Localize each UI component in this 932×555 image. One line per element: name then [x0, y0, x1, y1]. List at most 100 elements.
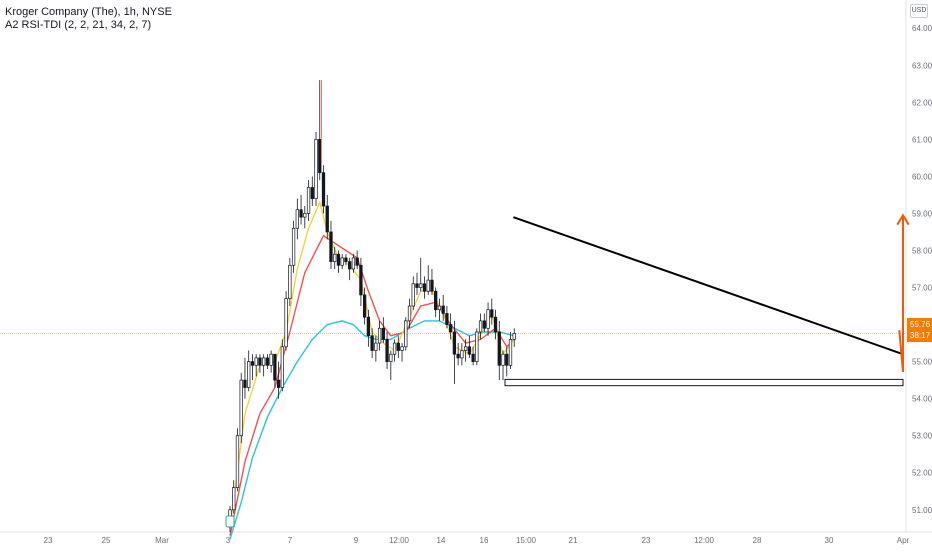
candle-up [508, 339, 513, 366]
descending-trendline [513, 216, 904, 356]
x-tick-label: 23 [44, 536, 53, 545]
candle-down [258, 357, 262, 366]
x-tick-label: 25 [102, 536, 111, 545]
y-tick-label: 58.00 [912, 246, 932, 255]
chart-legend: Kroger Company (The), 1h, NYSE A2 RSI-TD… [5, 6, 172, 32]
candle-down [299, 209, 303, 218]
y-tick-label: 57.00 [912, 284, 932, 293]
candle-down [310, 187, 314, 199]
candle-up [501, 353, 505, 366]
candle-up [426, 279, 430, 292]
candle-down [422, 283, 427, 292]
candle-up [306, 187, 311, 214]
candle-down [434, 290, 438, 311]
indicator-line-1 [229, 320, 515, 540]
candle-down [362, 294, 367, 318]
y-tick-label: 62.00 [912, 98, 932, 107]
projection-arrowhead [896, 213, 910, 226]
candle-down [359, 264, 363, 296]
y-tick-label: 52.00 [912, 469, 932, 478]
candle-up [254, 357, 258, 366]
candle-up [235, 435, 240, 488]
x-tick-label: Apr [897, 536, 910, 545]
candle-up [478, 320, 483, 333]
candle-up [314, 139, 318, 199]
candle-down [243, 379, 247, 388]
y-tick-label: 53.00 [912, 432, 932, 441]
x-tick-label: Mar [155, 536, 169, 545]
indicator-title[interactable]: A2 RSI-TDI (2, 2, 21, 34, 2, 7) [5, 19, 152, 31]
y-tick-label: 51.00 [912, 506, 932, 515]
x-tick-label: 28 [753, 536, 762, 545]
candle-down [336, 253, 341, 266]
candle-up [377, 327, 382, 344]
candle-down [396, 342, 400, 351]
candle-down [273, 353, 277, 381]
bar-countdown: 38:17 [910, 331, 931, 340]
candle-down [497, 331, 501, 366]
candle-down [355, 257, 359, 266]
candle-down [471, 353, 475, 362]
candle-down [415, 283, 419, 288]
x-tick-label: 30 [825, 536, 834, 545]
candle-up [463, 346, 468, 351]
candle-down [276, 379, 281, 388]
candle-down [381, 327, 385, 340]
candle-down [385, 339, 389, 362]
earnings-marker [225, 515, 235, 528]
x-tick-label: 9 [354, 536, 359, 545]
candle-down [449, 324, 453, 333]
candle-down [456, 353, 460, 359]
candle-up [269, 353, 273, 366]
candle-up [460, 350, 464, 359]
candle-up [389, 353, 393, 362]
y-tick-label: 61.00 [912, 135, 932, 144]
x-tick-label: 14 [437, 536, 446, 545]
candle-up [262, 357, 266, 366]
x-tick-label: 7 [288, 536, 293, 545]
candle-up [407, 305, 412, 322]
candle-up [340, 257, 344, 266]
candle-down [445, 313, 449, 325]
candle-up [404, 320, 408, 348]
candle-up [392, 342, 397, 355]
x-tick-label: 12:00 [694, 536, 715, 545]
candle-up [291, 227, 296, 266]
support-zone-rect [504, 378, 904, 387]
candle-down [430, 279, 434, 292]
x-tick-label: 3 [226, 536, 231, 545]
y-tick-label: 63.00 [912, 61, 932, 70]
last-price-badge: 55.76 38:17 [907, 318, 932, 342]
candle-down [505, 353, 509, 366]
x-tick-label: 15:00 [516, 536, 537, 545]
candle-down [467, 346, 472, 355]
candle-down [325, 205, 329, 233]
currency-badge[interactable]: USD [910, 4, 928, 18]
candle-up [374, 342, 378, 351]
symbol-title[interactable]: Kroger Company (The), 1h, NYSE [5, 6, 172, 18]
candle-up [239, 379, 243, 437]
candle-up [288, 264, 292, 299]
candle-down [348, 261, 352, 270]
candle-down [321, 172, 326, 207]
candle-up [232, 487, 236, 511]
candle-down [329, 231, 333, 262]
y-tick-label: 60.00 [912, 172, 932, 181]
candle-up [303, 213, 307, 218]
candle-down [490, 309, 494, 318]
candle-up [400, 346, 404, 351]
projection-path [898, 215, 904, 373]
candle-up [351, 257, 356, 270]
candle-down [265, 357, 270, 366]
candle-up [486, 309, 490, 329]
y-tick-label: 64.00 [912, 24, 932, 33]
candle-up [295, 209, 299, 229]
candle-up [512, 333, 516, 340]
candle-up [419, 283, 423, 288]
y-tick-label: 54.00 [912, 395, 932, 404]
candle-down [318, 139, 322, 174]
x-tick-label: 16 [480, 536, 489, 545]
candle-up [475, 331, 479, 362]
